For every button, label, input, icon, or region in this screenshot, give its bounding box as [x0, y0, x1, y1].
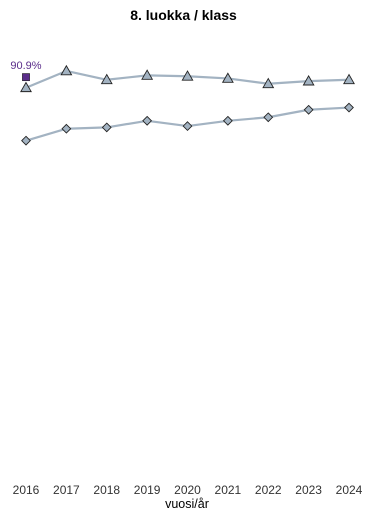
triangle-point — [221, 72, 234, 83]
x-tick-label: 2024 — [336, 483, 363, 497]
chart-title: 8. luokka / klass — [130, 7, 237, 23]
triangle-point — [181, 70, 194, 81]
diamond-point — [182, 121, 193, 132]
triangle-point — [20, 81, 32, 93]
diamond-point — [263, 112, 274, 123]
x-tick-label: 2022 — [255, 483, 282, 497]
diamond-point — [142, 115, 153, 126]
x-tick-label: 2020 — [174, 483, 201, 497]
triangle-point — [262, 77, 275, 89]
x-tick-label: 2021 — [215, 483, 242, 497]
series-markers: 90.9% — [10, 60, 355, 146]
x-tick-label: 2019 — [134, 483, 161, 497]
x-axis-ticks: 2016 2017 2018 2019 2020 2021 2022 2023 2024 — [13, 483, 363, 497]
x-axis-label: vuosi/år — [165, 497, 209, 511]
x-tick-label: 2018 — [93, 483, 120, 497]
diamond-point — [222, 115, 233, 126]
triangle-point — [60, 64, 73, 76]
diamond-point — [21, 135, 31, 146]
diamond-point — [303, 104, 314, 115]
x-tick-label: 2023 — [295, 483, 322, 497]
diamond-point — [61, 123, 72, 134]
highlight-marker — [22, 73, 30, 82]
triangle-point — [302, 74, 315, 86]
triangle-point — [343, 73, 355, 85]
highlight-label: 90.9% — [10, 60, 41, 72]
triangle-point — [141, 69, 154, 80]
diamond-point — [344, 102, 354, 113]
x-tick-label: 2017 — [53, 483, 80, 497]
x-tick-label: 2016 — [13, 483, 40, 497]
triangle-point — [100, 73, 113, 85]
diamond-point — [101, 122, 112, 133]
